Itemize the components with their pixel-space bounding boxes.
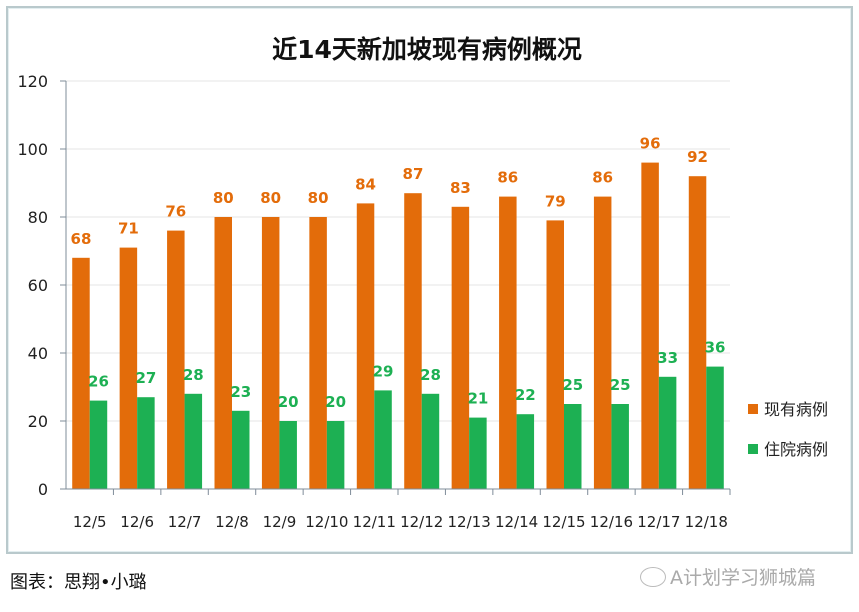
- y-tick-label: 20: [28, 412, 48, 431]
- data-label: 84: [355, 175, 376, 193]
- data-label: 20: [325, 393, 346, 411]
- x-tick-label: 12/9: [263, 513, 297, 531]
- data-label: 92: [687, 148, 708, 166]
- y-tick-label: 60: [28, 276, 48, 295]
- bar-hospitalized: [137, 397, 155, 489]
- data-label: 76: [165, 203, 186, 221]
- data-label: 80: [213, 189, 234, 207]
- bar-hospitalized: [611, 404, 629, 489]
- data-label: 68: [71, 230, 92, 248]
- bar-active: [167, 230, 185, 489]
- data-label: 80: [308, 189, 329, 207]
- x-tick-label: 12/15: [542, 513, 585, 531]
- y-tick-label: 80: [28, 208, 48, 227]
- data-label: 83: [450, 179, 471, 197]
- bar-active: [261, 217, 280, 489]
- bar-hospitalized: [706, 366, 724, 489]
- bar-hospitalized: [564, 404, 582, 489]
- bar-active: [499, 196, 517, 489]
- x-tick-label: 12/14: [495, 513, 538, 531]
- x-tick-label: 12/13: [448, 513, 491, 531]
- data-label: 80: [260, 189, 281, 207]
- data-label: 86: [497, 169, 518, 187]
- x-tick-label: 12/7: [168, 513, 202, 531]
- bar-hospitalized: [516, 414, 535, 489]
- watermark: A计划学习狮城篇: [640, 563, 816, 590]
- x-tick-label: 12/6: [120, 513, 154, 531]
- bar-hospitalized: [374, 390, 392, 489]
- x-tick-label: 12/10: [305, 513, 348, 531]
- data-label: 22: [515, 386, 536, 404]
- data-label: 71: [118, 220, 139, 238]
- legend-label: 住院病例: [764, 440, 828, 459]
- data-label: 28: [420, 366, 441, 384]
- x-tick-label: 12/11: [353, 513, 396, 531]
- bar-hospitalized: [421, 393, 440, 489]
- data-label: 25: [562, 376, 583, 394]
- data-label: 23: [230, 383, 251, 401]
- bar-hospitalized: [89, 400, 108, 489]
- data-label: 96: [640, 135, 661, 153]
- data-label: 21: [467, 390, 488, 408]
- data-label: 28: [183, 366, 204, 384]
- bar-hospitalized: [658, 376, 677, 489]
- bar-active: [72, 257, 90, 489]
- bar-active: [451, 206, 470, 490]
- bar-active: [404, 193, 422, 489]
- x-tick-label: 12/17: [637, 513, 680, 531]
- bar-hospitalized: [232, 410, 250, 489]
- bar-hospitalized: [279, 421, 297, 489]
- figure-caption: 图表：思翔•小璐: [10, 572, 147, 593]
- y-tick-label: 120: [17, 72, 48, 91]
- bar-active: [356, 203, 375, 489]
- x-tick-label: 12/8: [215, 513, 249, 531]
- bar-active: [119, 247, 138, 489]
- bar-hospitalized: [184, 393, 203, 489]
- bar-chart: 近14天新加坡现有病例概况 68 26 71 27 76 28 80 23 80 20 80 20 84…: [17, 35, 828, 531]
- x-tick-label: 12/5: [73, 513, 107, 531]
- data-label: 20: [278, 393, 299, 411]
- bar-hospitalized: [326, 421, 345, 489]
- y-tick-label: 40: [28, 344, 48, 363]
- data-label: 86: [592, 169, 613, 187]
- data-label: 27: [135, 369, 156, 387]
- data-label: 33: [657, 349, 678, 367]
- x-tick-label: 12/16: [590, 513, 633, 531]
- y-tick-label: 100: [17, 140, 48, 159]
- data-label: 25: [610, 376, 631, 394]
- bar-active: [593, 196, 612, 489]
- data-label: 36: [705, 339, 726, 357]
- bar-active: [214, 217, 232, 489]
- x-tick-label: 12/18: [685, 513, 728, 531]
- x-tick-label: 12/12: [400, 513, 443, 531]
- y-tick-label: 0: [38, 480, 48, 499]
- bar-hospitalized: [469, 417, 487, 489]
- wechat-icon: [640, 566, 666, 587]
- data-label: 29: [373, 362, 394, 380]
- legend-label: 现有病例: [764, 400, 828, 419]
- watermark-text: A计划学习狮城篇: [670, 567, 816, 589]
- bar-active: [688, 176, 707, 489]
- bar-active: [309, 217, 327, 489]
- data-label: 79: [545, 192, 566, 210]
- bar-active: [546, 220, 564, 489]
- chart-title: 近14天新加坡现有病例概况: [272, 35, 582, 64]
- data-label: 87: [403, 165, 424, 183]
- legend-swatch: [748, 404, 758, 414]
- legend-swatch: [748, 444, 758, 454]
- bar-active: [641, 162, 659, 489]
- data-label: 26: [88, 373, 109, 391]
